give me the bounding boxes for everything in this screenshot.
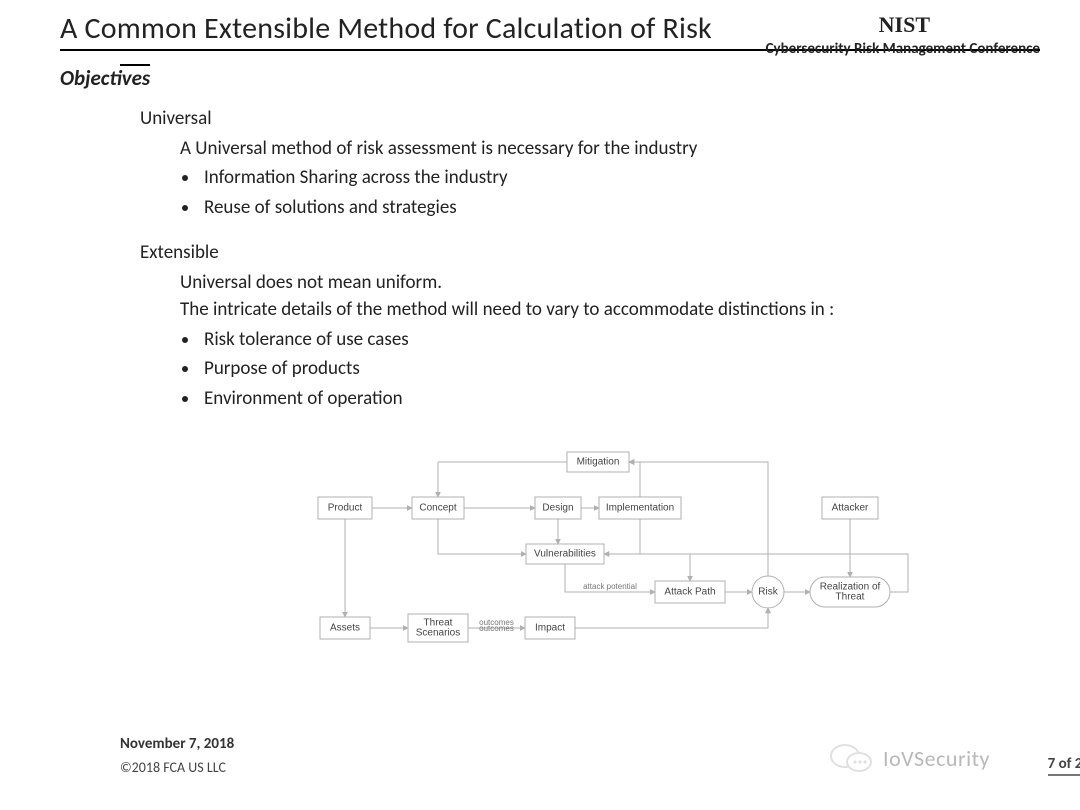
footer-pagenum: 7 of 26 [1048,755,1080,776]
svg-text:attack potential: attack potential [583,582,637,591]
body-content: Universal A Universal method of risk ass… [140,105,1040,412]
objective-universal-title: Universal [140,105,1040,133]
slide: A Common Extensible Method for Calculati… [60,0,1040,810]
bullet-item: Reuse of solutions and strategies [200,194,1040,222]
svg-text:Vulnerabilities: Vulnerabilities [534,549,596,560]
svg-text:Threat: Threat [836,592,865,603]
svg-text:Concept: Concept [419,503,456,514]
objective-extensible-desc2: The intricate details of the method will… [180,296,1040,324]
watermark-text: IoVSecurity [883,745,990,772]
svg-text:Implementation: Implementation [606,503,674,514]
risk-flowchart: outcomesattack potentialoutcomesProductC… [290,450,950,670]
svg-text:Product: Product [328,503,363,514]
section-heading: Objectives [60,65,1040,91]
header: A Common Extensible Method for Calculati… [60,0,1040,51]
objective-extensible-bullets: Risk tolerance of use cases Purpose of p… [200,326,1040,413]
watermark: IoVSecurity [829,742,990,774]
objective-extensible-title: Extensible [140,239,1040,267]
svg-text:Attacker: Attacker [832,503,869,514]
bullet-item: Risk tolerance of use cases [200,326,1040,354]
objective-universal-bullets: Information Sharing across the industry … [200,164,1040,221]
objective-universal-desc: A Universal method of risk assessment is… [180,135,1040,163]
svg-text:Assets: Assets [330,623,360,634]
svg-text:Impact: Impact [535,623,565,634]
svg-text:Attack Path: Attack Path [664,587,715,598]
svg-text:Design: Design [542,503,573,514]
bullet-item: Information Sharing across the industry [200,164,1040,192]
svg-text:Mitigation: Mitigation [577,457,620,468]
svg-text:Scenarios: Scenarios [416,628,460,639]
objective-extensible-desc1: Universal does not mean uniform. [180,269,1040,297]
title-main: A Common Extensible Method [60,10,436,47]
chat-icon [829,742,873,774]
title-sub: for Calculation of Risk [436,10,711,47]
header-rule-stub [120,64,150,66]
org-label: NIST [879,12,930,38]
bullet-item: Environment of operation [200,385,1040,413]
conference-label: Cybersecurity Risk Management Conference [766,40,1040,58]
bullet-item: Purpose of products [200,355,1040,383]
svg-text:Risk: Risk [758,587,778,598]
svg-text:outcomes: outcomes [479,624,514,633]
